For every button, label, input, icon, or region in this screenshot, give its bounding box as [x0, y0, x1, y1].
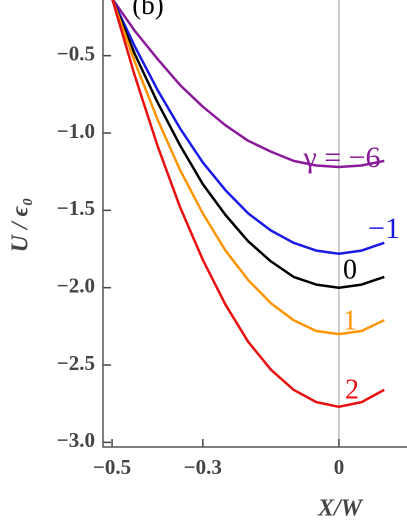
series-label: 2 — [345, 374, 359, 405]
x-tick-label: 0 — [334, 455, 345, 479]
x-tick-label: −0.3 — [184, 455, 222, 479]
y-axis-label: U / ϵ₀ — [8, 198, 34, 253]
series-label: 0 — [343, 254, 357, 285]
y-tick-label: −1.0 — [57, 119, 95, 143]
axes-frame — [102, 0, 407, 448]
panel-label: (b) — [132, 0, 163, 20]
x-axis-label: X/W — [317, 496, 364, 522]
series-label: −1 — [368, 212, 400, 245]
series-line — [111, 0, 385, 169]
series-label: 1 — [343, 305, 357, 336]
y-tick-label: −2.5 — [57, 351, 95, 375]
y-tick-label: −2.0 — [57, 274, 95, 298]
series-label: γ = −6 — [302, 141, 380, 174]
y-tick-label: −3.0 — [57, 428, 95, 452]
series-line — [111, 0, 385, 255]
y-tick-label: −1.5 — [57, 196, 95, 220]
series-line — [111, 0, 385, 289]
y-tick-label: −0.5 — [57, 41, 95, 65]
series-line — [111, 0, 385, 409]
x-tick-label: −0.5 — [93, 455, 131, 479]
series-line — [111, 0, 385, 336]
